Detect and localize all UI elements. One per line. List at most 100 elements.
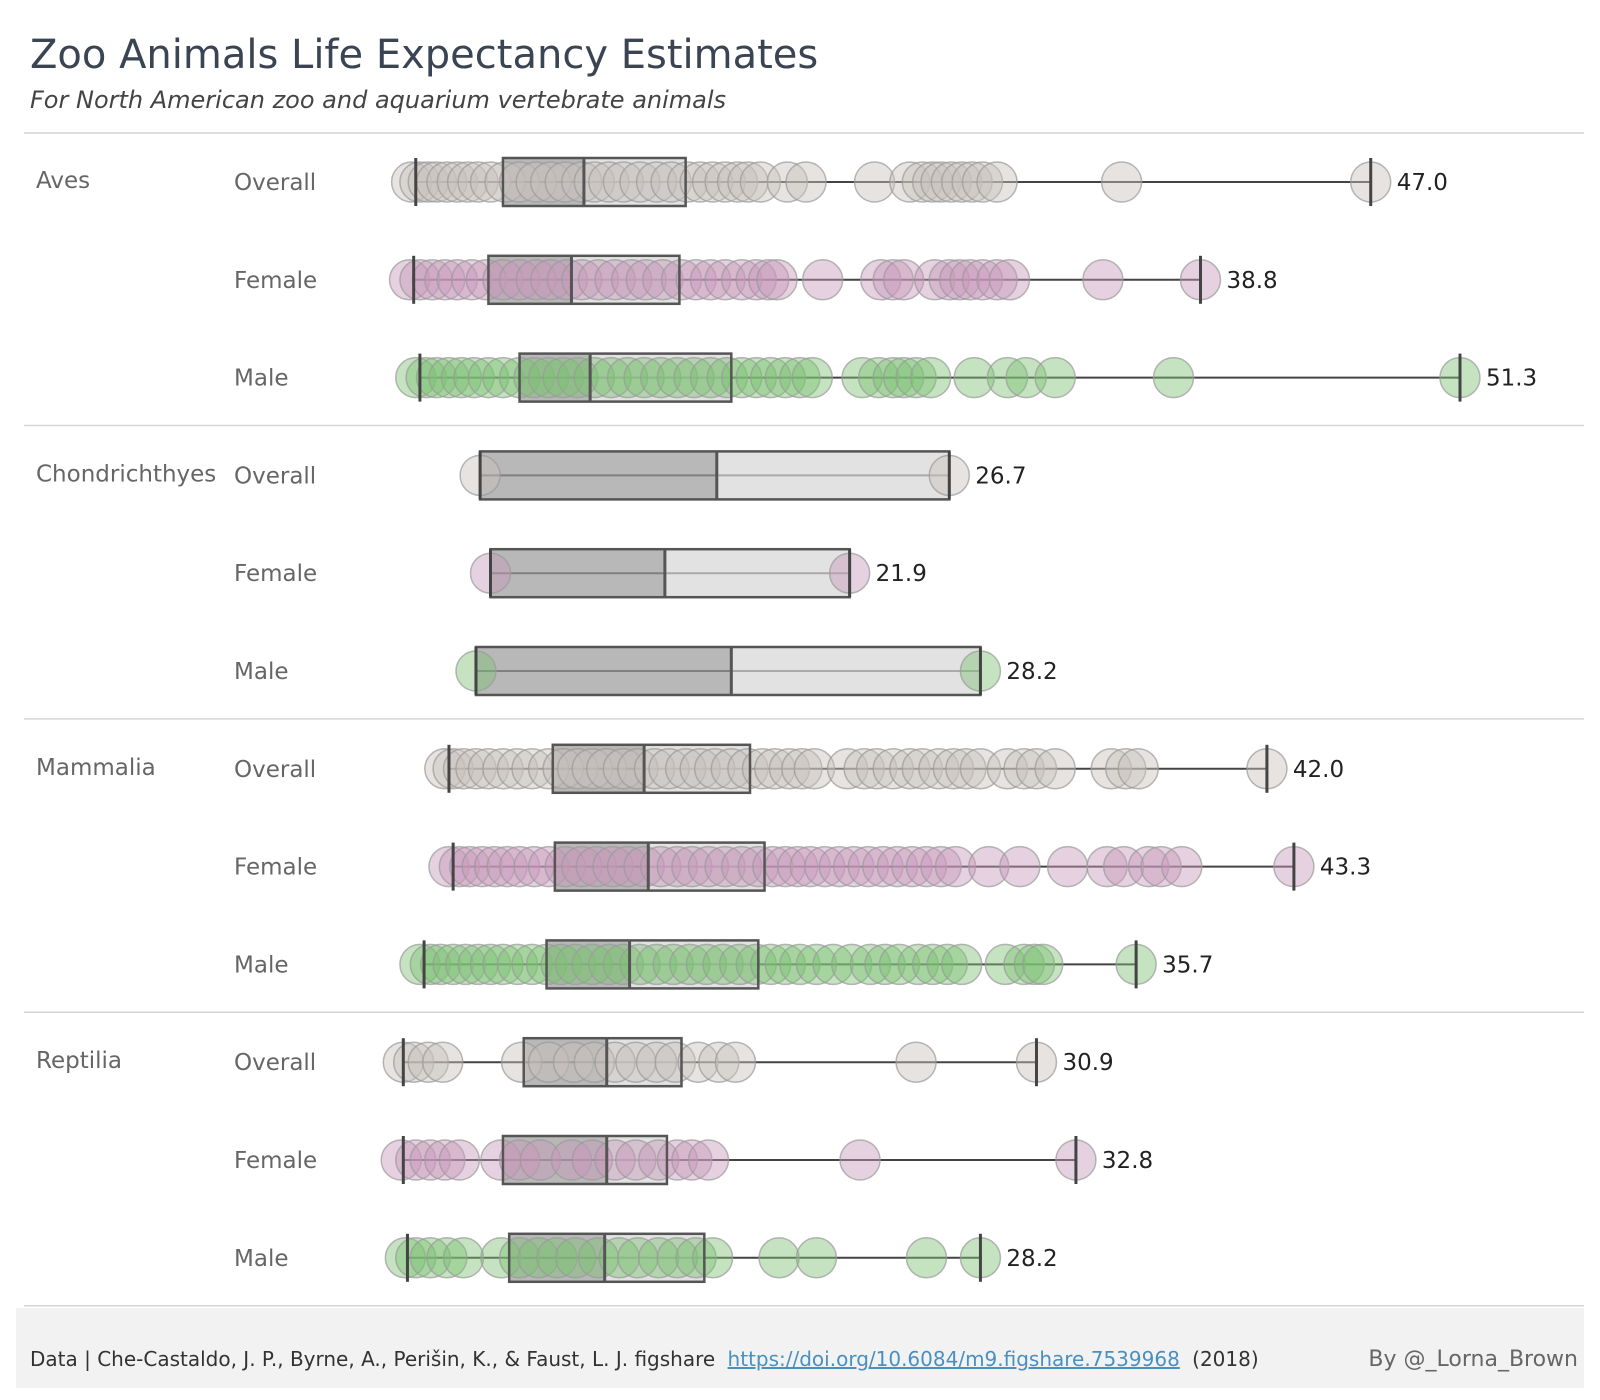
data-point-mammalia-overall [1034, 748, 1076, 790]
row-mammalia-overall: Overall 42.0 [234, 743, 1344, 795]
data-point-aves-overall [390, 161, 433, 203]
data-point-mammalia-male [849, 943, 892, 986]
data-point-mammalia-overall [571, 748, 613, 790]
data-point-reptilia-male [795, 1237, 838, 1279]
row-label-mammalia-overall: Overall [234, 757, 316, 783]
row-label-reptilia-male: Male [234, 1246, 288, 1272]
data-point-mammalia-overall [556, 748, 599, 790]
data-point-reptilia-overall [552, 1041, 595, 1083]
chart-title: Zoo Animals Life Expectancy Estimates [30, 32, 818, 78]
row-chondrichthyes-female: Female 21.9 [234, 547, 927, 599]
data-point-mammalia-overall [1105, 748, 1147, 790]
data-point-aves-male [1034, 356, 1076, 399]
data-point-aves-overall [691, 161, 734, 203]
data-point-mammalia-male [540, 943, 582, 986]
box-lower-chondrichthyes-overall [480, 451, 717, 500]
data-point-aves-male [395, 356, 437, 399]
data-point-aves-male [482, 356, 524, 399]
group-label-aves: Aves [36, 168, 90, 194]
data-point-mammalia-female [999, 845, 1041, 888]
max-label-aves-male: 51.3 [1486, 366, 1537, 392]
data-point-mammalia-male [1003, 943, 1045, 986]
data-point-mammalia-overall [617, 748, 659, 790]
data-point-mammalia-male [1013, 943, 1056, 986]
box-outline-reptilia-male [507, 1232, 706, 1284]
data-point-aves-female [988, 259, 1031, 301]
data-point-aves-male [527, 356, 570, 399]
data-point-reptilia-male [656, 1237, 699, 1279]
data-point-aves-female [756, 259, 798, 301]
data-point-mammalia-overall [586, 748, 628, 790]
data-point-mammalia-overall [432, 748, 474, 790]
data-point-mammalia-overall [1015, 748, 1058, 790]
data-point-mammalia-female [623, 845, 665, 888]
footer-citation: Data | Che-Castaldo, J. P., Byrne, A., P… [30, 1347, 1259, 1371]
row-label-mammalia-female: Female [234, 855, 317, 881]
data-point-reptilia-female [519, 1139, 562, 1181]
data-point-reptilia-overall [895, 1041, 937, 1083]
data-point-reptilia-male [637, 1237, 680, 1279]
data-point-aves-overall [951, 161, 993, 203]
box-upper-chondrichthyes-male [731, 647, 981, 695]
data-point-mammalia-male [718, 943, 761, 986]
data-point-aves-female [914, 259, 956, 301]
data-point-mammalia-overall [424, 748, 466, 790]
data-point-aves-female [660, 259, 703, 301]
data-point-aves-male [656, 356, 699, 399]
data-point-reptilia-overall [527, 1041, 570, 1083]
data-point-mammalia-overall [648, 748, 690, 790]
row-aves-female: Female 38.8 [234, 254, 1278, 306]
data-point-aves-male [735, 356, 777, 399]
data-point-mammalia-overall [664, 748, 707, 790]
data-point-aves-female [610, 259, 653, 301]
row-aves-overall: Overall 47.0 [234, 156, 1448, 208]
data-point-mammalia-overall [843, 748, 885, 790]
data-point-reptilia-female [671, 1139, 713, 1181]
data-point-aves-female [860, 259, 902, 301]
data-point-mammalia-male [926, 943, 968, 986]
footer-year: (2018) [1192, 1347, 1259, 1371]
max-label-chondrichthyes-male: 28.2 [1006, 659, 1057, 685]
data-point-mammalia-overall [527, 748, 570, 790]
max-label-chondrichthyes-overall: 26.7 [975, 463, 1026, 489]
data-point-aves-overall [716, 161, 759, 203]
data-point-aves-male [895, 356, 937, 399]
data-point-aves-overall [484, 161, 526, 203]
data-point-mammalia-male [669, 943, 711, 986]
data-point-aves-overall [976, 161, 1018, 203]
row-label-mammalia-male: Male [234, 952, 288, 978]
data-point-mammalia-female [592, 845, 634, 888]
data-point-aves-overall [785, 161, 827, 203]
data-point-reptilia-female [637, 1139, 680, 1181]
data-point-reptilia-female [550, 1139, 593, 1181]
box-outline-aves-female [487, 254, 681, 306]
data-point-aves-male [750, 356, 792, 399]
chart-rows: Aves Overall 47.0 Female 38.8 Male 51.3 Chondri… [24, 132, 1584, 1307]
data-point-aves-overall [1100, 161, 1143, 203]
data-point-reptilia-male [442, 1237, 485, 1279]
data-point-aves-overall [602, 161, 645, 203]
data-point-mammalia-male [444, 943, 487, 986]
footer-background [16, 1308, 1584, 1388]
data-point-aves-male [573, 356, 616, 399]
data-point-mammalia-male [940, 943, 983, 986]
row-chondrichthyes-male: Male 28.2 [234, 645, 1058, 697]
data-point-aves-female [399, 259, 441, 301]
group-label-mammalia: Mammalia [36, 755, 156, 781]
data-point-aves-male [953, 356, 995, 399]
data-point-aves-male [453, 356, 495, 399]
row-mammalia-male: Male 35.7 [234, 939, 1213, 990]
box-lower-chondrichthyes-male [475, 647, 732, 695]
data-point-aves-overall [853, 161, 896, 203]
data-point-mammalia-female [704, 845, 746, 888]
data-point-aves-overall [666, 161, 709, 203]
data-point-mammalia-female [752, 845, 794, 888]
box-outline-mammalia-overall [551, 743, 752, 795]
row-aves-male: Male 51.3 [234, 352, 1537, 403]
data-point-mammalia-male [812, 943, 854, 986]
data-point-aves-female [577, 259, 620, 301]
data-point-mammalia-male [602, 943, 645, 986]
row-label-chondrichthyes-male: Male [234, 659, 288, 685]
data-point-mammalia-overall [1003, 748, 1045, 790]
footer-doi-link[interactable]: https://doi.org/10.6084/m9.figshare.7539… [728, 1347, 1180, 1371]
